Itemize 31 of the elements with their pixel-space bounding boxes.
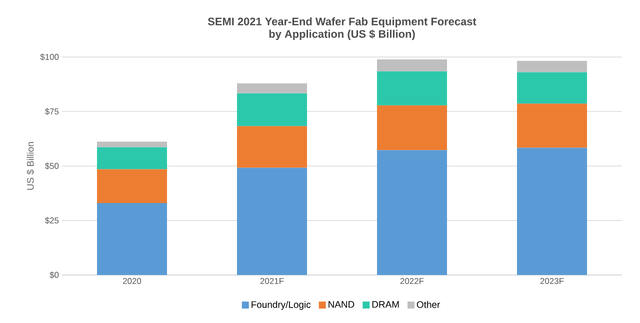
- bar: [377, 71, 448, 106]
- x-tick-label: 2020: [123, 278, 142, 284]
- legend-label: Other: [416, 300, 440, 308]
- x-tick-label: 2023F: [540, 278, 564, 284]
- x-tick-label: 2022F: [400, 278, 424, 284]
- y-axis-title: US $ Billion: [26, 142, 34, 190]
- chart-title: SEMI 2021 Year-End Wafer Fab Equipment Forecast by Application (US $ Billion): [208, 17, 476, 40]
- bar: [517, 72, 588, 104]
- bar: [97, 169, 168, 204]
- legend-label: Foundry/Logic: [252, 300, 311, 310]
- bar: [97, 203, 168, 275]
- bar: [237, 83, 308, 94]
- y-tick-label: $100: [40, 54, 59, 60]
- bar: [237, 93, 308, 126]
- bar: [517, 60, 588, 72]
- bar: [377, 150, 448, 275]
- bar: [97, 142, 168, 148]
- y-tick-label: $50: [44, 162, 59, 170]
- y-tick-label: $0: [50, 272, 59, 278]
- legend-label: DRAM: [372, 301, 399, 308]
- y-tick-label: $25: [44, 217, 59, 224]
- bar: [237, 126, 308, 168]
- bar: [517, 148, 588, 275]
- bar: [377, 105, 448, 150]
- bar: [517, 104, 588, 148]
- x-tick-label: 2021F: [260, 278, 284, 284]
- bar: [97, 147, 168, 170]
- bar: [237, 168, 308, 275]
- y-tick-label: $75: [44, 108, 59, 115]
- bar: [377, 59, 448, 72]
- legend-label: NAND: [328, 301, 354, 308]
